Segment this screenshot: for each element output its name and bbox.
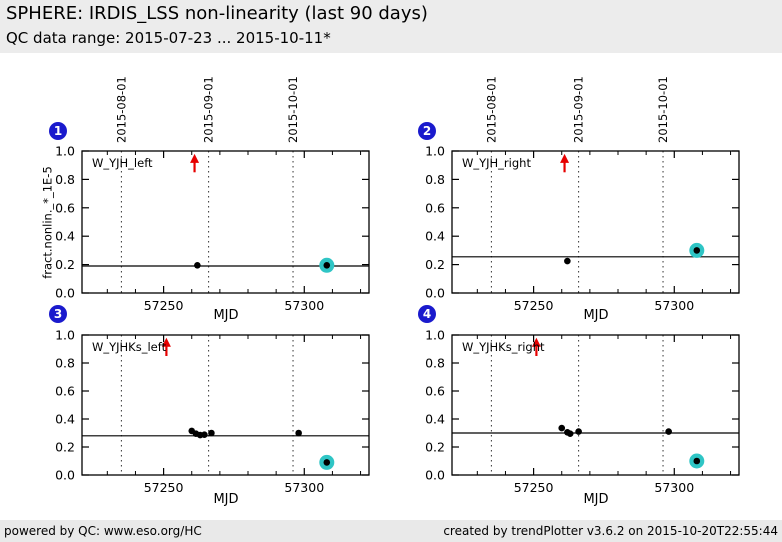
panel-2-series-label: W_YJH_right xyxy=(462,156,531,170)
y-tick-label: 0.8 xyxy=(55,356,75,371)
panel-4-chart: 57250 57300 0.0 0.2 0.4 0.6 0.8 1.0 xyxy=(425,328,740,495)
highlighted-point xyxy=(323,459,331,466)
panel-1-badge[interactable]: 1 xyxy=(49,122,67,140)
y-tick-label: 0.2 xyxy=(55,440,75,455)
y-tick-label: 1.0 xyxy=(425,328,445,343)
plot-frame xyxy=(451,334,740,476)
x-tick-label: 57250 xyxy=(144,298,184,313)
y-tick-label: 0.0 xyxy=(55,286,75,301)
y-tick-label: 0.4 xyxy=(55,229,75,244)
y-tick-label: 0.2 xyxy=(425,257,445,272)
y-tick-label: 1.0 xyxy=(55,144,75,159)
data-point xyxy=(564,257,571,265)
data-point xyxy=(558,424,566,432)
page-header: SPHERE: IRDIS_LSS non-linearity (last 90… xyxy=(0,0,782,53)
alert-arrow-head xyxy=(560,153,570,163)
y-tick-label: 0.4 xyxy=(425,229,445,244)
x-tick-label: 57300 xyxy=(654,298,694,313)
y-tick-label: 0.4 xyxy=(425,412,445,427)
y-tick-label: 0.0 xyxy=(425,468,445,483)
highlighted-point xyxy=(693,247,701,254)
plot-frame xyxy=(81,334,370,476)
date-tick-label: 2015-09-01 xyxy=(202,76,216,143)
footer-created-by: created by trendPlotter v3.6.2 on 2015-1… xyxy=(443,524,778,538)
y-axis-title: fract.nonlin._*_1E-5 xyxy=(40,166,55,279)
data-point xyxy=(295,429,302,437)
y-tick-label: 0.6 xyxy=(425,200,445,215)
data-point xyxy=(665,428,672,435)
panel-3-chart: 57250 57300 0.0 0.2 0.4 0.6 0.8 1.0 xyxy=(55,328,370,495)
y-tick-label: 0.4 xyxy=(55,412,75,427)
date-tick-label: 2015-10-01 xyxy=(656,76,670,143)
alert-arrow-head xyxy=(190,153,200,163)
footer-powered-by: powered by QC: www.eso.org/HC xyxy=(4,524,202,538)
page-footer: powered by QC: www.eso.org/HC created by… xyxy=(0,520,782,542)
y-tick-label: 0.0 xyxy=(425,286,445,301)
x-tick-label: 57300 xyxy=(654,480,694,495)
data-point xyxy=(194,262,201,269)
alert-arrow-head xyxy=(161,337,171,347)
highlighted-point xyxy=(323,262,331,269)
panel-4-x-axis-title: MJD xyxy=(583,492,609,507)
panel-2-badge[interactable]: 2 xyxy=(418,122,436,140)
panel-1-chart: 2015-08-01 2015-09-01 2015-10-01 57250 57300… xyxy=(55,76,370,313)
plot-frame xyxy=(81,150,370,294)
date-tick-label: 2015-08-01 xyxy=(484,76,498,143)
x-tick-label: 57250 xyxy=(144,480,184,495)
panel-2-chart: 2015-08-01 2015-09-01 2015-10-01 57250 57300… xyxy=(425,76,740,313)
alert-arrow-head xyxy=(531,337,541,347)
panel-2-x-axis-title: MJD xyxy=(583,308,609,323)
qc-data-range: QC data range: 2015-07-23 ... 2015-10-11… xyxy=(6,29,331,47)
plot-frame xyxy=(451,150,740,294)
panel-4-badge[interactable]: 4 xyxy=(418,305,436,323)
page-title: SPHERE: IRDIS_LSS non-linearity (last 90… xyxy=(6,3,428,24)
panel-3-series-label: W_YJHKs_left xyxy=(92,340,167,354)
y-tick-label: 1.0 xyxy=(55,328,75,343)
y-tick-label: 0.6 xyxy=(55,384,75,399)
y-tick-label: 0.6 xyxy=(425,384,445,399)
y-tick-label: 0.8 xyxy=(425,356,445,371)
data-point xyxy=(208,429,215,437)
y-tick-label: 1.0 xyxy=(425,144,445,159)
date-tick-label: 2015-10-01 xyxy=(286,76,300,143)
panel-3-x-axis-title: MJD xyxy=(213,492,239,507)
panel-1-x-axis-title: MJD xyxy=(213,308,239,323)
x-tick-label: 57250 xyxy=(514,480,554,495)
panel-4-series-label: W_YJHKs_right xyxy=(462,340,545,354)
x-tick-label: 57250 xyxy=(514,298,554,313)
y-tick-label: 0.2 xyxy=(55,257,75,272)
y-tick-label: 0.6 xyxy=(55,200,75,215)
y-tick-label: 0.0 xyxy=(55,468,75,483)
y-tick-label: 0.8 xyxy=(425,172,445,187)
y-tick-label: 0.2 xyxy=(425,440,445,455)
y-tick-label: 0.8 xyxy=(55,172,75,187)
date-tick-label: 2015-08-01 xyxy=(114,76,128,143)
panel-3-badge[interactable]: 3 xyxy=(49,305,67,323)
date-tick-label: 2015-09-01 xyxy=(572,76,586,143)
data-point xyxy=(566,430,574,437)
panel-1-series-label: W_YJH_left xyxy=(92,156,153,170)
data-point xyxy=(575,428,582,435)
data-point xyxy=(201,431,208,438)
highlighted-point xyxy=(693,457,701,465)
x-tick-label: 57300 xyxy=(284,298,324,313)
x-tick-label: 57300 xyxy=(284,480,324,495)
